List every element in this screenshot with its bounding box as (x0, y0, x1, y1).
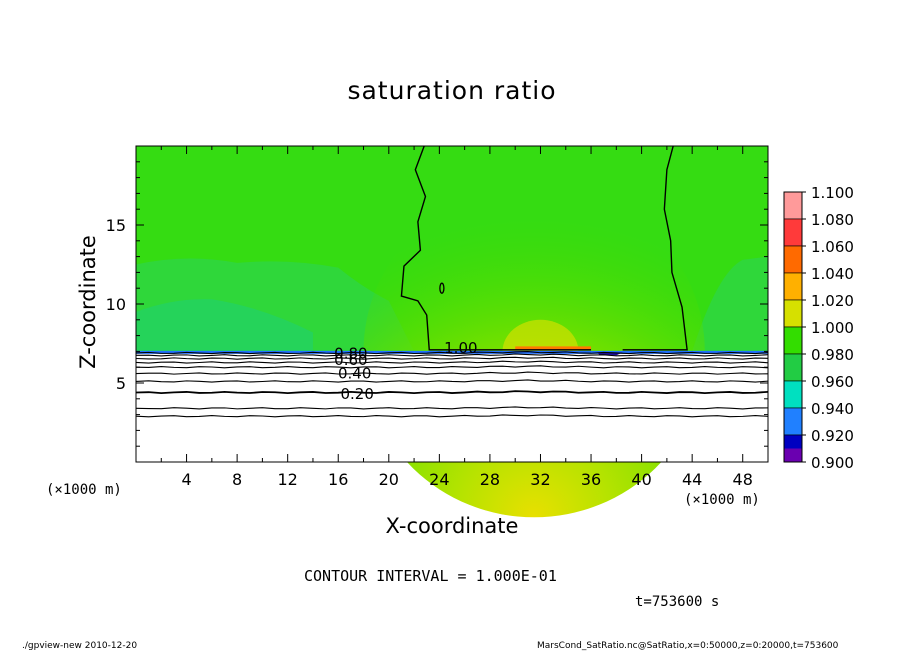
colorbar-swatch-bottom (784, 448, 802, 462)
contour-label-100: 1.00 (444, 339, 477, 357)
contour-1-island (439, 282, 445, 294)
contour-label-020: 0.20 (340, 385, 373, 403)
colorbar-swatch (783, 407, 803, 436)
field-patch-left-inner (136, 299, 313, 352)
contour-line (135, 379, 769, 383)
x-tick-label: 4 (181, 470, 191, 489)
x-tick-label: 12 (278, 470, 298, 489)
y-tick-label: 5 (116, 374, 126, 393)
colorbar-label: 0.920 (811, 427, 854, 445)
x-unit-right: (×1000 m) (684, 492, 760, 508)
x-unit-left: (×1000 m) (46, 482, 122, 498)
x-tick-label: 20 (379, 470, 399, 489)
colorbar-label: 1.020 (811, 292, 854, 310)
colorbar-label: 1.000 (811, 319, 854, 337)
colorbar-label: 1.040 (811, 265, 854, 283)
contour-label-080: 0.80 (334, 345, 367, 363)
time-note: t=753600 s (635, 594, 720, 610)
colorbar-swatch (783, 218, 803, 247)
footer-left: ./gpview-new 2010-12-20 (22, 641, 138, 651)
contour-line (135, 351, 769, 355)
x-tick-label: 32 (530, 470, 550, 489)
y-axis-label: Z-coordinate (76, 235, 100, 369)
colorbar-label: 1.060 (811, 238, 854, 256)
colorbar-label: 0.960 (811, 373, 854, 391)
colorbar-label: 0.980 (811, 346, 854, 364)
contour-line (135, 365, 769, 369)
contour-line (135, 356, 769, 360)
x-tick-label: 24 (429, 470, 449, 489)
x-tick-label: 44 (682, 470, 702, 489)
colorbar-label: 1.080 (811, 211, 854, 229)
contour-interval-note: CONTOUR INTERVAL = 1.000E-01 (304, 567, 557, 585)
field-patch-right (692, 256, 768, 352)
colorbar-swatch (783, 245, 803, 274)
x-axis-label: X-coordinate (385, 514, 519, 538)
contour-line (135, 371, 769, 375)
contour-line (135, 414, 769, 418)
x-tick-label: 36 (581, 470, 601, 489)
x-tick-label: 28 (480, 470, 500, 489)
colorbar-swatch (783, 380, 803, 409)
contour-1-left (400, 145, 592, 351)
x-tick-label: 40 (631, 470, 651, 489)
contour-label-060: 0.60 (334, 351, 367, 369)
colorbar-swatch (783, 353, 803, 382)
x-tick-label: 8 (232, 470, 242, 489)
colorbar-swatch (783, 272, 803, 301)
contour-1-right (622, 145, 688, 351)
contour-line (135, 353, 769, 357)
contour-line (135, 406, 769, 410)
footer-right: MarsCond_SatRatio.nc@SatRatio,x=0:50000,… (537, 641, 839, 651)
contour-line (135, 390, 769, 395)
colorbar-label: 0.940 (811, 400, 854, 418)
field-hump-peak (515, 346, 592, 351)
colorbar-swatch (783, 326, 803, 355)
contour-label-040: 0.40 (338, 364, 371, 382)
colorbar-label: 1.100 (811, 184, 854, 202)
y-tick-label: 15 (106, 216, 126, 235)
colorbar-swatch (783, 191, 803, 220)
colorbar-label: 0.900 (811, 454, 854, 472)
chart-title: saturation ratio (347, 76, 557, 105)
field-layer (136, 146, 768, 518)
field-subsaturated (136, 351, 768, 462)
x-tick-label: 48 (733, 470, 753, 489)
y-tick-label: 10 (106, 295, 126, 314)
x-tick-label: 16 (328, 470, 348, 489)
colorbar: 1.100 1.080 1.060 1.040 1.020 1.000 0.980 0.960… (783, 184, 854, 472)
colorbar-swatch (783, 299, 803, 328)
contour-layer: 0.800.600.40 0.20 1.00 (135, 145, 769, 418)
contour-line (135, 360, 769, 364)
